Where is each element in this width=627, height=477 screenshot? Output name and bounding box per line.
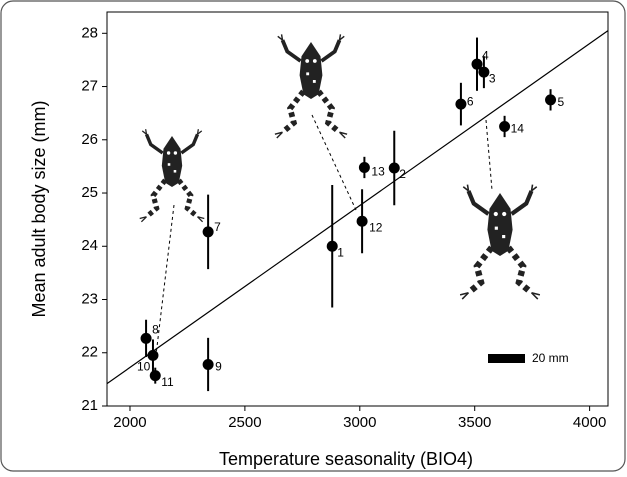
y-tick-label: 23 [81,290,98,307]
point-label: 9 [215,360,222,374]
point-label: 10 [137,360,151,374]
x-tick-label: 4000 [573,414,606,431]
regression-line [106,30,609,385]
point-label: 12 [369,220,383,234]
x-tick-label: 2000 [113,414,146,431]
y-tick-label: 27 [81,78,98,95]
connectors [155,114,493,356]
point-label: 5 [558,95,565,109]
point-label: 11 [161,375,174,389]
point [149,370,161,382]
point [388,162,400,174]
point-label: 14 [511,122,525,136]
y-tick-label: 22 [81,344,98,361]
y-tick-label: 28 [81,24,98,41]
point [140,332,152,344]
point-label: 3 [489,71,496,85]
x-axis-label: Temperature seasonality (BIO4) [219,449,473,469]
y-tick-label: 26 [81,131,98,148]
point [202,358,214,370]
point [147,349,159,361]
point [326,240,338,252]
point-label: 7 [214,220,221,234]
scale-bar-label: 20 mm [532,351,569,365]
point-label: 1 [337,245,344,259]
y-tick-label: 25 [81,184,98,201]
scale-bar [488,354,525,363]
x-tick-label: 3000 [343,414,376,431]
y-axis-label: Mean adult body size (mm) [29,100,49,317]
x-tick-label: 2500 [228,414,261,431]
point [356,215,368,227]
point [358,161,370,173]
point-label: 4 [482,48,489,62]
x-tick-label: 3500 [458,414,491,431]
point [202,226,214,238]
point-label: 8 [152,323,159,337]
y-tick-label: 21 [81,397,98,414]
point [478,66,490,78]
point-label: 13 [371,165,385,179]
y-tick-label: 24 [81,237,98,254]
point-label: 6 [467,94,474,108]
plot-area [106,11,609,407]
point [471,58,483,70]
point-label: 2 [399,167,406,181]
point [545,94,557,106]
point [455,98,467,110]
point [499,120,511,132]
